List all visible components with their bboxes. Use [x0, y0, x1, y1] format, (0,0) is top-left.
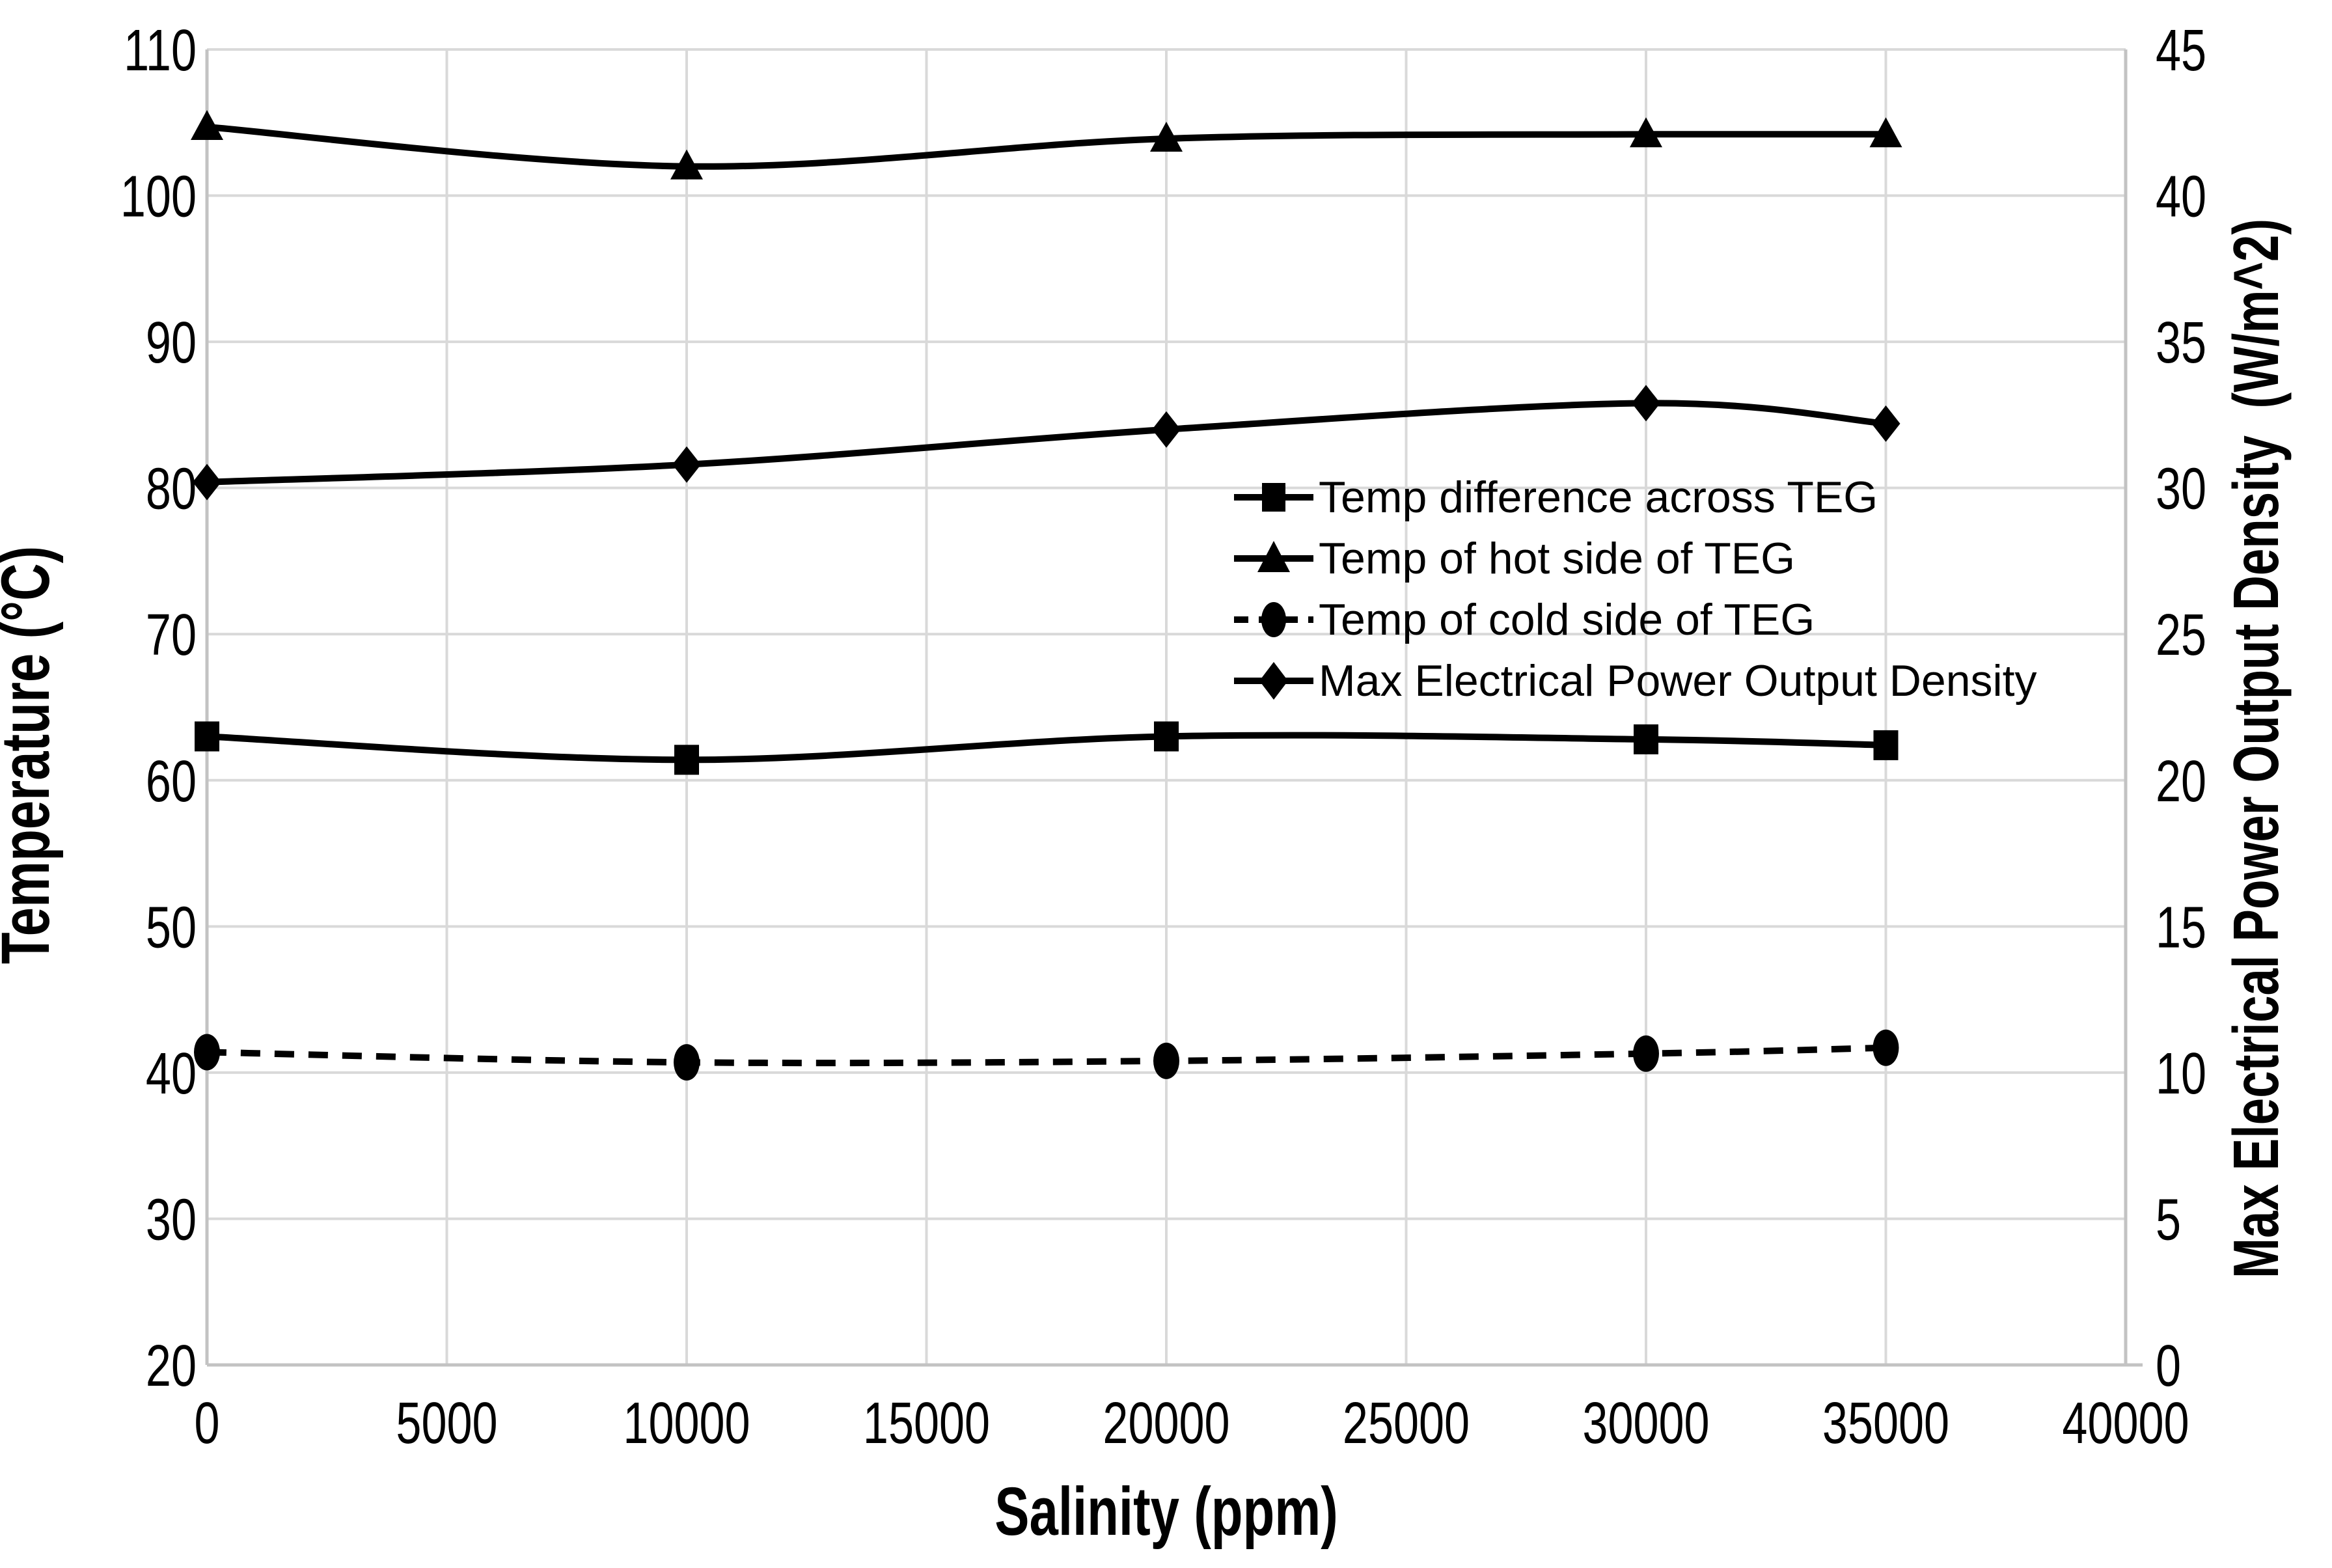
right-axis-tick-label: 10	[2156, 1041, 2206, 1107]
right-axis-tick-label: 35	[2156, 310, 2206, 376]
triangle-marker-icon	[1234, 541, 1313, 572]
right-axis-tick-label: 20	[2156, 749, 2206, 814]
left-axis-tick-label: 110	[124, 18, 197, 83]
left-axis-tick-label: 50	[146, 895, 197, 960]
legend-item-cold-side: Temp of cold side of TEG	[1234, 589, 2037, 650]
right-axis-tick-label: 30	[2156, 456, 2206, 521]
legend-item-hot-side: Temp of hot side of TEG	[1234, 528, 2037, 589]
x-axis-tick-label: 20000	[1103, 1391, 1229, 1456]
x-axis-tick-label: 5000	[396, 1391, 497, 1456]
left-axis-tick-label: 40	[146, 1041, 197, 1107]
square-marker-icon	[1234, 483, 1313, 512]
x-axis-tick-label: 10000	[623, 1391, 750, 1456]
x-axis-tick-label: 35000	[1822, 1391, 1949, 1456]
left-axis-tick-label: 100	[120, 164, 197, 229]
legend: Temp difference across TEG Temp of hot s…	[1234, 467, 2037, 711]
left-axis-tick-label: 80	[146, 456, 197, 521]
left-axis-tick-label: 20	[146, 1334, 197, 1399]
x-axis-tick-label: 25000	[1343, 1391, 1470, 1456]
legend-item-power-density: Max Electrical Power Output Density	[1234, 650, 2037, 711]
x-axis-tick-label: 40000	[2062, 1391, 2189, 1456]
x-axis-tick-label: 30000	[1582, 1391, 1709, 1456]
right-axis-tick-label: 25	[2156, 603, 2206, 668]
series-line	[206, 400, 1886, 486]
left-axis-tick-label: 90	[146, 310, 197, 376]
left-axis-title: Temperature (°C)	[0, 546, 64, 964]
axis-lines	[205, 49, 2143, 1367]
series-line	[206, 124, 1886, 170]
x-axis-tick-label: 15000	[863, 1391, 990, 1456]
right-axis-title: Max Electrical Power Output Density (W/m…	[2221, 219, 2292, 1278]
left-axis-tick-label: 70	[146, 603, 197, 668]
legend-label: Temp difference across TEG	[1319, 473, 1878, 522]
x-axis-title: Salinity (ppm)	[995, 1473, 1338, 1549]
right-axis-tick-label: 15	[2156, 895, 2206, 960]
x-axis-tick-label: 0	[194, 1391, 219, 1456]
right-axis-tick-label: 40	[2156, 164, 2206, 229]
data-series	[191, 110, 1902, 1081]
legend-label: Temp of cold side of TEG	[1319, 595, 1815, 644]
left-axis-tick-label: 60	[146, 749, 197, 814]
diamond-marker-icon	[1234, 662, 1313, 700]
series-line	[206, 1044, 1886, 1067]
right-axis-tick-label: 0	[2156, 1334, 2181, 1399]
legend-item-temp-difference: Temp difference across TEG	[1234, 467, 2037, 528]
legend-label: Max Electrical Power Output Density	[1319, 656, 2037, 706]
left-axis-tick-label: 30	[146, 1187, 197, 1252]
gridlines	[206, 48, 2127, 1366]
right-axis-tick-label: 5	[2156, 1187, 2181, 1252]
tick-labels: 20 30 40 50 60 70 80 90 100 110 0 5 10 15 20 25 30 35 40 45…	[120, 18, 2206, 1456]
series-line	[206, 732, 1886, 763]
circle-marker-icon	[1234, 602, 1313, 637]
legend-label: Temp of hot side of TEG	[1319, 534, 1795, 583]
right-axis-tick-label: 45	[2156, 18, 2206, 83]
